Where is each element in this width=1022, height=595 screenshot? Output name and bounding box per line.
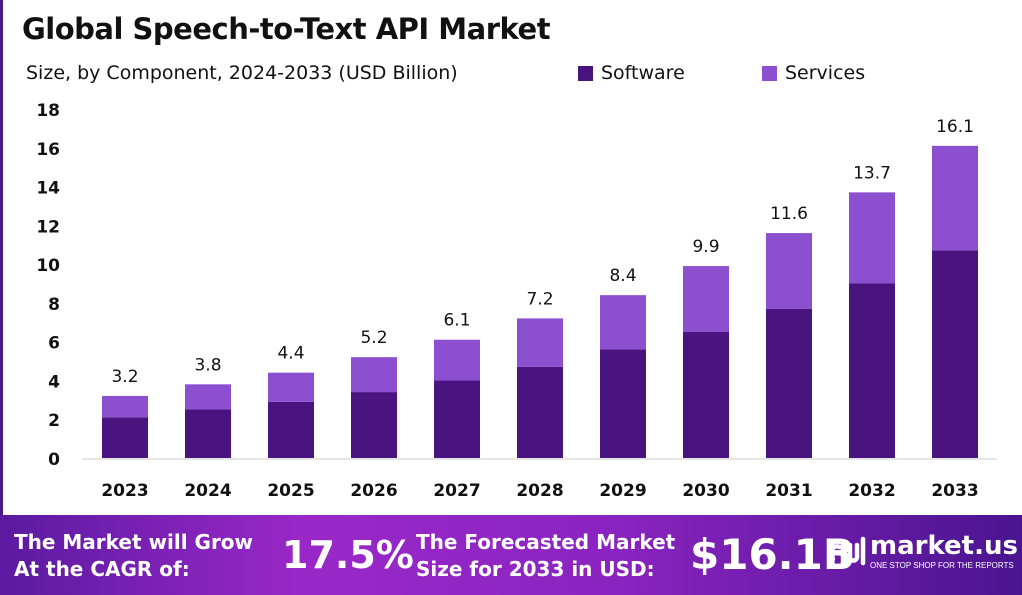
bar-software [849,283,895,458]
bar-software [517,366,563,458]
bar-services [268,372,314,402]
forecast-label-line1: The Forecasted Market [416,530,676,554]
x-tick-label: 2030 [682,481,729,501]
data-label: 5.2 [360,328,387,348]
logo-tagline: ONE STOP SHOP FOR THE REPORTS [870,561,1014,570]
x-tick-label: 2027 [433,481,480,501]
cagr-label-line2: At the CAGR of: [14,557,190,581]
bar-services [766,233,812,309]
data-label: 16.1 [936,117,974,137]
y-tick-label: 8 [48,295,60,315]
bar-chart: 0 2 4 6 8 10 12 14 16 18 3.2 2023 3.8 2024 4.4 2025 5.2 2… [36,101,997,501]
x-tick-label: 2033 [931,481,978,501]
bar-services [683,266,729,332]
bar-software [600,349,646,458]
forecast-label-line2: Size for 2033 in USD: [416,557,655,581]
y-tick-label: 12 [36,217,60,237]
bar-software [932,250,978,458]
y-tick-label: 18 [36,101,60,121]
x-tick-label: 2029 [599,481,646,501]
bar-services [517,318,563,367]
data-label: 13.7 [853,163,891,183]
bar-software [434,380,480,458]
x-tick-label: 2024 [184,481,231,501]
logo-icon [830,536,866,566]
summary-banner: The Market will Grow At the CAGR of: 17.… [0,515,1022,595]
x-tick-label: 2025 [267,481,314,501]
legend-swatch-services [762,65,777,81]
bar-software [185,409,231,458]
y-tick-label: 6 [48,334,60,354]
x-tick-label: 2028 [516,481,563,501]
legend-software: Software [578,62,685,84]
chart-frame [0,0,3,515]
y-tick-label: 14 [36,179,60,199]
x-tick-label: 2032 [848,481,895,501]
data-label: 11.6 [770,204,808,224]
logo-text: market.us [870,531,1018,561]
chart-title: Global Speech-to-Text API Market [22,12,551,46]
bar-software [102,417,148,458]
x-tick-label: 2031 [765,481,812,501]
data-label: 3.2 [111,367,138,387]
bar-software [683,331,729,458]
legend-label: Services [785,62,866,84]
data-label: 9.9 [692,237,719,257]
bar-software [766,308,812,458]
y-tick-label: 10 [36,256,60,276]
bar-services [600,295,646,350]
bar-services [102,395,148,418]
cagr-label: The Market will Grow At the CAGR of: [14,529,253,583]
legend-services: Services [762,62,865,84]
data-label: 7.2 [526,289,553,309]
data-label: 6.1 [443,311,470,331]
bar-services [932,145,978,251]
cagr-value: 17.5% [282,533,414,577]
y-tick-label: 0 [48,450,60,470]
data-label: 3.8 [194,355,221,375]
y-tick-label: 2 [48,411,60,431]
legend-label: Software [601,62,685,84]
data-label: 8.4 [609,266,636,286]
chart-subtitle: Size, by Component, 2024-2033 (USD Billi… [26,62,458,84]
bar-services [351,357,397,393]
forecast-value: $16.1B [690,530,855,579]
y-tick-label: 4 [48,372,60,392]
legend-swatch-software [578,65,593,81]
market-us-logo: market.us ONE STOP SHOP FOR THE REPORTS [830,531,1018,571]
bar-services [434,339,480,381]
bar-services [185,384,231,410]
x-tick-label: 2023 [101,481,148,501]
bar-software [268,401,314,458]
x-tick-label: 2026 [350,481,397,501]
cagr-label-line1: The Market will Grow [14,530,254,554]
bar-services [849,192,895,284]
data-label: 4.4 [277,344,304,364]
bar-software [351,392,397,458]
forecast-label: The Forecasted Market Size for 2033 in U… [416,529,675,583]
y-tick-label: 16 [36,140,60,160]
